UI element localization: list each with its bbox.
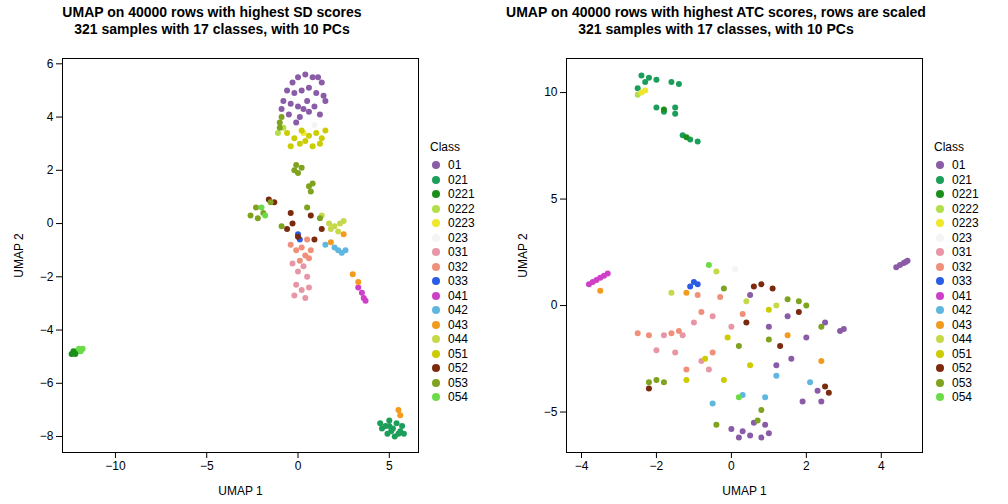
svg-text:0: 0 [47, 216, 54, 230]
svg-text:4: 4 [47, 110, 54, 124]
svg-text:0: 0 [551, 298, 558, 312]
svg-text:UMAP 2: UMAP 2 [12, 233, 26, 278]
svg-text:10: 10 [544, 85, 558, 99]
html-text:052: 052 [952, 361, 972, 375]
html-text:032: 032 [952, 259, 972, 274]
svg-text:5: 5 [551, 192, 558, 206]
svg-text:−2: −2 [650, 459, 664, 473]
html-text:023: 023 [952, 230, 972, 245]
html-text:0221: 0221 [952, 187, 979, 201]
svg-text:5: 5 [386, 459, 393, 473]
svg-text:UMAP 1: UMAP 1 [722, 484, 767, 498]
html-text:023: 023 [448, 230, 468, 245]
html-text:042: 042 [952, 303, 972, 317]
html-text:01: 01 [448, 158, 462, 172]
html-text:031: 031 [952, 245, 972, 259]
html-text:051: 051 [448, 346, 468, 361]
html-text:031: 031 [448, 245, 468, 259]
html-text:0223: 0223 [448, 216, 475, 230]
html-text:0222: 0222 [952, 201, 979, 216]
svg-text:−5: −5 [544, 405, 558, 419]
svg-text:−5: −5 [200, 459, 214, 473]
html-text:321 samples with 17 classes, w: 321 samples with 17 classes, with 10 PCs [74, 21, 350, 37]
html-text:041: 041 [448, 288, 468, 303]
html-text:321 samples with 17 classes, w: 321 samples with 17 classes, with 10 PCs [578, 21, 854, 37]
html-text:Class: Class [934, 139, 964, 154]
html-text:044: 044 [952, 332, 972, 346]
html-text:041: 041 [952, 288, 972, 303]
html-text:UMAP on 40000 rows with highes: UMAP on 40000 rows with highest SD score… [62, 4, 362, 20]
html-text:043: 043 [448, 317, 468, 332]
svg-text:6: 6 [47, 57, 54, 71]
svg-text:UMAP 2: UMAP 2 [516, 233, 530, 278]
html-text:UMAP on 40000 rows with highes: UMAP on 40000 rows with highest ATC scor… [506, 4, 926, 20]
html-text:032: 032 [448, 259, 468, 274]
html-text:054: 054 [952, 390, 972, 404]
svg-text:0: 0 [728, 459, 735, 473]
html-text:021: 021 [952, 172, 972, 187]
html-text:043: 043 [952, 317, 972, 332]
html-text:Class: Class [430, 139, 460, 154]
html-text:0221: 0221 [448, 187, 475, 201]
html-text:033: 033 [952, 274, 972, 288]
svg-text:2: 2 [47, 163, 54, 177]
svg-text:−4: −4 [575, 459, 589, 473]
svg-text:2: 2 [803, 459, 810, 473]
html-text:033: 033 [448, 274, 468, 288]
svg-text:−10: −10 [105, 459, 126, 473]
html-text:053: 053 [952, 375, 972, 390]
svg-text:−4: −4 [40, 323, 54, 337]
html-text:0222: 0222 [448, 201, 475, 216]
html-text:042: 042 [448, 303, 468, 317]
svg-text:−6: −6 [40, 376, 54, 390]
html-text:044: 044 [448, 332, 468, 346]
html-text:0223: 0223 [952, 216, 979, 230]
svg-text:−2: −2 [40, 270, 54, 284]
svg-text:0: 0 [295, 459, 302, 473]
svg-text:UMAP 1: UMAP 1 [218, 484, 263, 498]
html-text:021: 021 [448, 172, 468, 187]
html-text:054: 054 [448, 390, 468, 404]
html-text:051: 051 [952, 346, 972, 361]
html-text:053: 053 [448, 375, 468, 390]
svg-text:4: 4 [878, 459, 885, 473]
html-text:01: 01 [952, 158, 966, 172]
svg-text:−8: −8 [40, 429, 54, 443]
html-text:052: 052 [448, 361, 468, 375]
